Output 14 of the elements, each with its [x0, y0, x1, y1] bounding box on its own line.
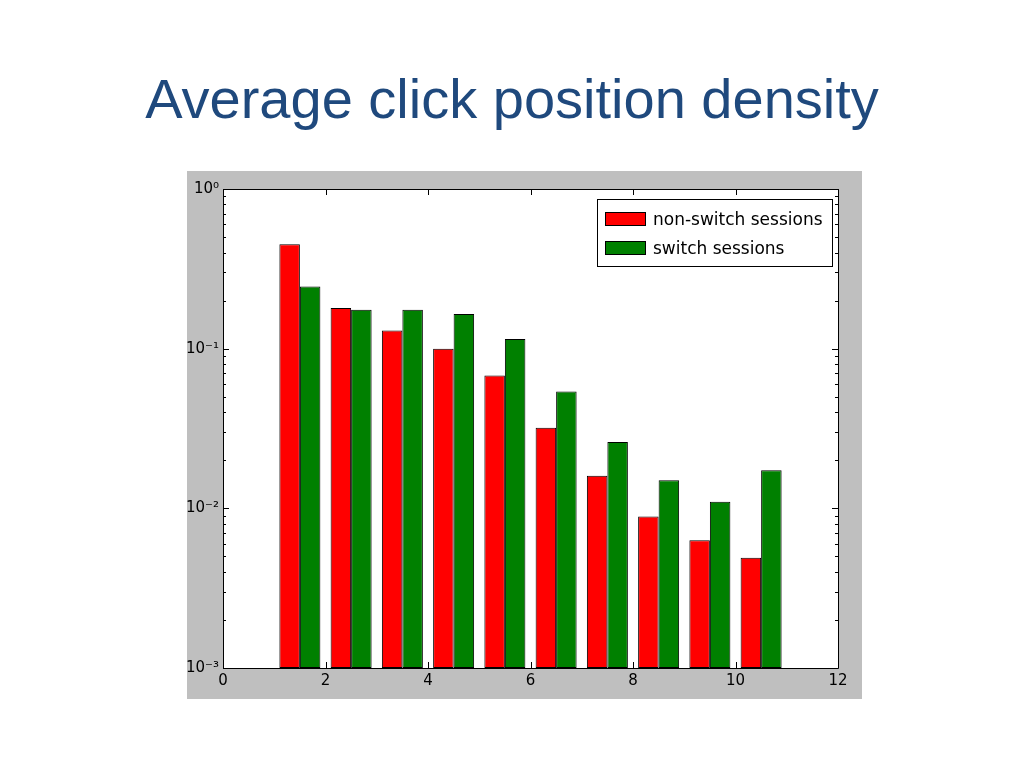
legend-label: switch sessions [653, 237, 785, 258]
chart-title: Average click position density [144, 67, 880, 131]
y-tick-label: 10⁻¹ [185, 338, 219, 357]
x-tick-label: 12 [828, 670, 848, 689]
y-tick-label: 10⁰ [193, 178, 219, 197]
x-tick-label: 0 [218, 670, 228, 689]
x-tick-label: 10 [725, 670, 746, 689]
x-tick-label: 6 [525, 670, 536, 689]
x-tick-label: 8 [628, 670, 638, 689]
legend-label: non-switch sessions [653, 208, 823, 229]
x-tick-label: 2 [320, 670, 331, 689]
x-tick-label: 4 [423, 670, 433, 689]
y-tick-label: 10⁻² [185, 498, 219, 517]
y-tick-label: 10⁻³ [185, 657, 219, 676]
